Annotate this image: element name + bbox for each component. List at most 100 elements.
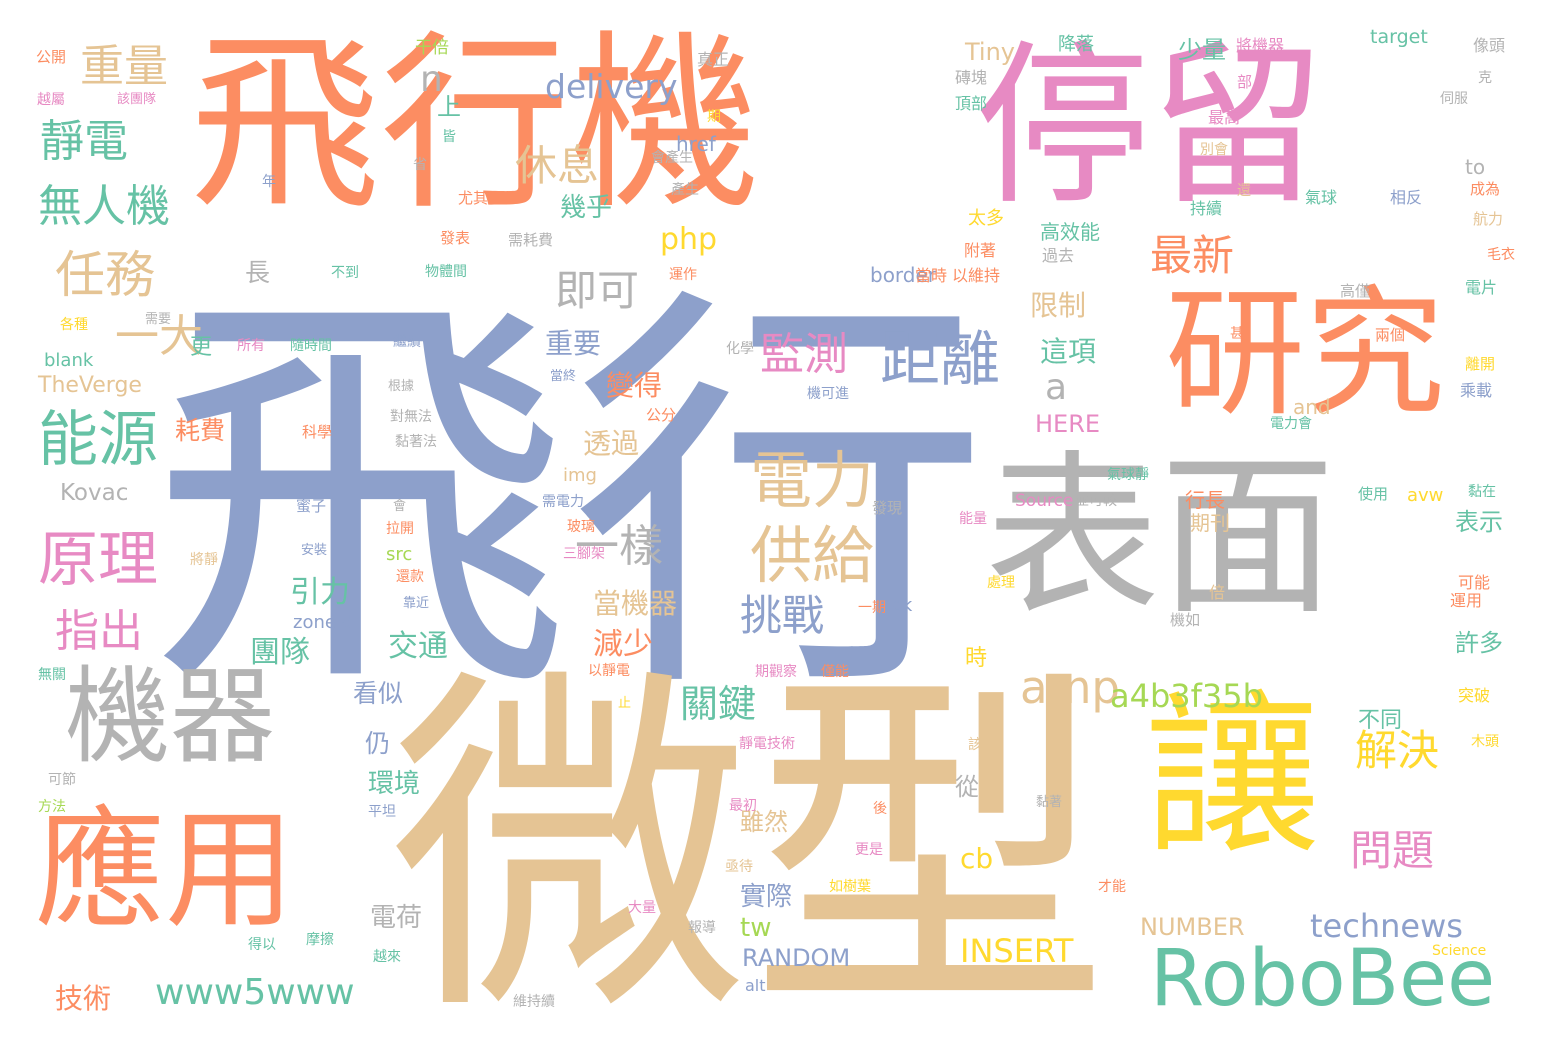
cloud-word: 問題: [1350, 826, 1435, 875]
cloud-word: 透過: [583, 427, 640, 460]
cloud-word: 不到: [331, 265, 359, 281]
cloud-word: 後: [873, 801, 887, 817]
cloud-word: 皆: [442, 129, 456, 145]
cloud-word: href: [676, 132, 716, 156]
cloud-word: a4b3f35b: [1110, 677, 1263, 715]
cloud-word: 三腳架: [563, 546, 605, 562]
cloud-word: 所有: [237, 338, 265, 354]
cloud-word: 會: [393, 499, 407, 514]
cloud-word: 機器: [65, 656, 276, 778]
cloud-word: 亟待: [725, 859, 753, 875]
cloud-word: 附著: [964, 241, 997, 260]
cloud-word: 能量: [959, 511, 987, 527]
cloud-word: 一大: [115, 311, 203, 362]
cloud-word: 不同: [1358, 708, 1403, 733]
cloud-word: NUMBER: [1140, 913, 1245, 941]
cloud-word: img: [563, 465, 597, 486]
cloud-word: 發表: [440, 229, 471, 247]
cloud-word: 物體間: [425, 264, 467, 280]
cloud-word: 環境: [368, 769, 421, 799]
cloud-word: 使用: [1358, 485, 1389, 503]
cloud-word: 黏在: [1468, 484, 1496, 500]
cloud-word: alt: [745, 976, 766, 995]
cloud-word: 靜電技術: [739, 736, 795, 752]
cloud-word: 各種: [60, 317, 88, 333]
cloud-word: 限制: [1030, 289, 1087, 322]
cloud-word: 電力會: [1270, 416, 1312, 432]
cloud-word: 實際: [740, 882, 793, 912]
cloud-word: 研究: [1165, 273, 1446, 436]
cloud-word: 關鍵: [680, 682, 757, 726]
cloud-word: 一樣: [575, 521, 663, 572]
cloud-word: 更是: [855, 842, 883, 858]
cloud-word: 還: [1237, 183, 1251, 199]
cloud-word: 航力: [1473, 210, 1504, 228]
cloud-word: 期觀察: [755, 664, 797, 680]
cloud-word: 期刊: [1190, 511, 1230, 535]
cloud-word: 公開: [36, 48, 67, 66]
cloud-word: 氣球: [1305, 188, 1338, 207]
cloud-word: technews: [1310, 907, 1463, 945]
cloud-word: delivery: [545, 67, 678, 106]
cloud-word: 越屬: [37, 92, 65, 108]
cloud-word: Kovac: [60, 480, 129, 506]
cloud-word: 讓: [1145, 676, 1320, 879]
cloud-word: 一期: [858, 600, 886, 616]
cloud-word: to: [1465, 155, 1486, 179]
cloud-word: 成為: [1470, 180, 1501, 198]
cloud-word: 靠近: [403, 596, 430, 611]
cloud-word: 越來: [373, 949, 401, 965]
cloud-word: 重要: [545, 327, 602, 360]
cloud-word: 年: [262, 174, 276, 190]
cloud-word: src: [386, 544, 413, 565]
cloud-word: 無關: [38, 667, 66, 683]
cloud-word: blank: [44, 350, 94, 371]
cloud-word: 表面: [985, 436, 1335, 639]
cloud-word: 長: [245, 258, 271, 287]
cloud-word: border: [870, 263, 937, 287]
cloud-word: 飛行: [150, 255, 990, 744]
cloud-word: 該: [968, 737, 982, 753]
cloud-word: 原理: [38, 525, 158, 595]
cloud-word: 重量: [80, 41, 168, 92]
cloud-word: 需電力: [542, 494, 584, 510]
cloud-word: 可能: [1458, 573, 1491, 592]
cloud-word: 行長: [1185, 488, 1225, 512]
cloud-word: 兩個: [1375, 326, 1406, 344]
cloud-word: 僅能: [821, 664, 849, 680]
cloud-word: avw: [1407, 485, 1444, 506]
cloud-word: 突破: [1458, 686, 1491, 705]
cloud-word: php: [660, 222, 718, 257]
cloud-word: 高效能: [1040, 220, 1100, 244]
cloud-word: 上: [437, 93, 461, 121]
cloud-word: 持續: [1190, 199, 1223, 218]
cloud-word: target: [1370, 26, 1428, 48]
cloud-word: 這項: [1040, 335, 1097, 368]
cloud-word: 微型: [390, 640, 1110, 1052]
cloud-word: 省: [413, 157, 427, 173]
cloud-word: 更: [190, 335, 213, 360]
cloud-word: 最初: [729, 798, 757, 814]
cloud-word: 飛行機: [190, 14, 761, 235]
cloud-word: 雖然: [740, 808, 788, 836]
cloud-word: 無人機: [38, 181, 170, 232]
cloud-word: 最新: [1150, 231, 1235, 280]
cloud-word: 克: [1478, 70, 1492, 86]
cloud-word: 當時: [915, 266, 948, 285]
cloud-word: 表示: [1455, 508, 1503, 536]
cloud-word: 解決: [1355, 726, 1440, 775]
cloud-word: Source: [1015, 491, 1074, 511]
cloud-word: 科學: [302, 423, 333, 441]
cloud-word: 真正: [697, 50, 730, 69]
cloud-word: 部: [1237, 73, 1253, 91]
cloud-word: 少量: [1178, 36, 1226, 64]
cloud-word: 電片: [1465, 278, 1498, 297]
cloud-word: 需耗費: [508, 231, 554, 249]
cloud-word: Tiny: [965, 38, 1016, 66]
cloud-word: 將機器: [1236, 36, 1285, 55]
cloud-word: Science: [1432, 943, 1487, 959]
cloud-word: 伺服: [1440, 91, 1468, 107]
cloud-word: 倍: [1209, 583, 1226, 602]
cloud-word: and: [1293, 395, 1331, 419]
